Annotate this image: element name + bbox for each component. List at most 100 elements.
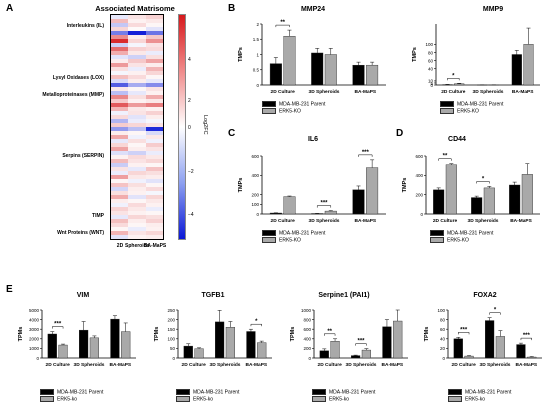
error-bar [50, 331, 55, 334]
error-bar [449, 163, 454, 165]
significance-label: ** [327, 329, 332, 335]
significance-label: *** [362, 150, 370, 156]
heatmap-cell [145, 195, 164, 200]
significance-label: * [482, 176, 485, 182]
heatmap-cell [145, 203, 164, 208]
error-bar [259, 340, 264, 343]
bar-parent [110, 318, 120, 359]
heatmap-cell [128, 79, 146, 84]
legend-label-ko: ERK5-ko [465, 396, 486, 403]
y-tick-label: 1000 [301, 308, 312, 313]
legend-swatch-ko [40, 396, 54, 403]
heatmap-cell [111, 139, 129, 144]
x-tick-label: BA-MaPS [110, 362, 132, 368]
legend-mmp24: MDA-MB-231 Parent ERK5-KO [262, 101, 325, 116]
heatmap-cell [128, 91, 146, 96]
legend-swatch-ko [440, 108, 454, 115]
significance-bracket [355, 343, 367, 346]
legend-label-parent: MDA-MB-231 Parent [193, 389, 240, 396]
legend-item-parent: MDA-MB-231 Parent [312, 389, 375, 396]
heatmap-cell [111, 79, 129, 84]
heatmap-cell [111, 55, 129, 60]
significance-label: * [494, 308, 497, 314]
heatmap-cell [128, 191, 146, 196]
y-tick-label: 200 [251, 192, 259, 197]
panel-letter-b: B [228, 3, 236, 14]
heatmap-cell [128, 39, 146, 44]
heatmap-cell [145, 131, 164, 136]
error-bar [525, 163, 530, 175]
significance-bracket [458, 332, 470, 335]
heatmap-cell [111, 147, 129, 152]
legend-item-parent: MDA-MB-231 Parent [262, 101, 325, 108]
heatmap-cell [111, 63, 129, 68]
heatmap-cell [128, 15, 146, 20]
heatmap-cell [111, 131, 129, 136]
heatmap-cell [111, 183, 129, 188]
heatmap-cell [145, 183, 164, 188]
heatmap-cell [111, 15, 129, 20]
bar-ko [89, 337, 99, 359]
heatmap-cell [111, 175, 129, 180]
legend-item-ko: ERK5-ko [312, 396, 375, 403]
x-tick-label: 2D Culture [46, 362, 71, 368]
heatmap-cell [111, 23, 129, 28]
y-tick-label: 4000 [29, 317, 40, 322]
error-bar [456, 337, 461, 339]
significance-label: ** [280, 20, 285, 26]
error-bar [356, 185, 361, 190]
bar-parent [471, 197, 483, 215]
heatmap-cell [145, 75, 164, 80]
heatmap-cell [128, 219, 146, 224]
heatmap-cell [111, 71, 129, 76]
heatmap-cell [145, 171, 164, 176]
x-tick-label: BA-MaPS [355, 218, 377, 224]
y-tick-label: 400 [251, 173, 259, 178]
bar-parent [79, 329, 89, 359]
heatmap-cell [145, 99, 164, 104]
bar-parent [382, 326, 392, 359]
heatmap-cell [128, 115, 146, 120]
heatmap-cell [111, 215, 129, 220]
legend-item-parent: MDA-MB-231 Parent [176, 389, 239, 396]
x-tick-label: BA-MaPS [355, 89, 377, 95]
colorbar-tick-2: 2 [188, 98, 191, 104]
bar-parent [269, 212, 282, 215]
y-tick-label: 0 [256, 212, 259, 217]
error-bar [81, 321, 86, 331]
chart-il6: TMPs 0 100 200 400 600 2D Culture 3D Spheroids B… [238, 150, 386, 224]
heatmap-cell [128, 203, 146, 208]
heatmap-cell [128, 175, 146, 180]
heatmap-cell [111, 75, 129, 80]
bar-ko [283, 36, 296, 86]
error-bar [92, 335, 97, 338]
heatmap-cell [111, 159, 129, 164]
bar-ko [521, 174, 533, 215]
heatmap-cell [128, 23, 146, 28]
heatmap-cell [128, 75, 146, 80]
legend-label-ko: ERK5-KO [279, 108, 301, 115]
heatmap-cell [145, 123, 164, 128]
bar-parent [183, 345, 193, 359]
legend-item-parent: MDA-MB-231 Parent [448, 389, 511, 396]
heatmap-cell [128, 55, 146, 60]
heatmap-cell [111, 143, 129, 148]
legend-item-ko: ERK5-KO [440, 108, 503, 115]
colorbar-tick-minus4: −4 [188, 212, 194, 218]
y-tick-label: 60 [440, 327, 446, 332]
heatmap-cell [128, 139, 146, 144]
significance-bracket [476, 181, 490, 184]
error-bar [123, 322, 128, 332]
chart-foxa2: TPMs 0 20 40 60 80 100 2D Culture 3D Spheroids BA… [424, 308, 542, 368]
legend-label-parent: MDA-MB-231 Parent [457, 101, 504, 108]
panel-letter-a: A [6, 3, 14, 14]
y-tick-label: 200 [303, 346, 311, 351]
bar-ko [330, 341, 340, 359]
heatmap-cell [145, 91, 164, 96]
heatmap-cell [111, 127, 129, 132]
chart-title-tgfb1: TGFB1 [201, 292, 225, 299]
heatmap-cell [111, 83, 129, 88]
heatmap-cell [111, 231, 129, 236]
y-tick-label: 1000 [29, 346, 40, 351]
